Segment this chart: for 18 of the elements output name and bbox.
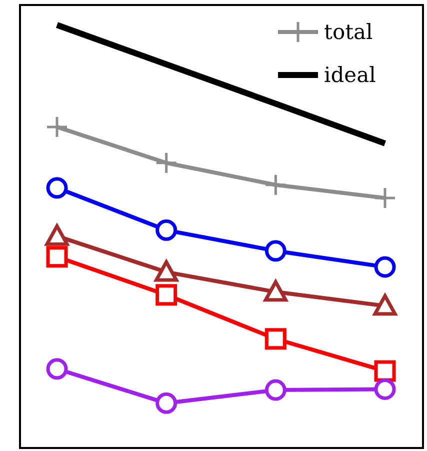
point: [46, 177, 68, 199]
point: [374, 256, 396, 278]
point: [374, 378, 396, 400]
point: [156, 284, 178, 306]
point: [264, 240, 286, 262]
legend-label: ideal: [324, 63, 376, 87]
point: [264, 280, 288, 302]
legend-label: total: [324, 20, 374, 44]
point: [264, 379, 286, 401]
point: [46, 246, 68, 268]
point: [373, 294, 397, 316]
point: [156, 219, 178, 241]
point: [156, 392, 178, 414]
point: [45, 224, 69, 246]
point: [46, 358, 68, 380]
point: [154, 260, 178, 282]
point: [264, 328, 286, 350]
point: [374, 360, 396, 382]
